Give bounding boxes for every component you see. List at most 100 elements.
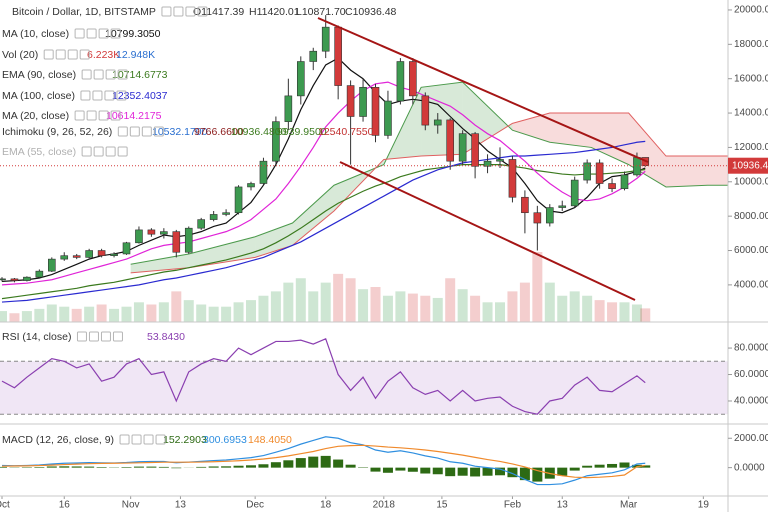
indicator-name: EMA (90, close) xyxy=(2,69,76,81)
candle-body xyxy=(433,119,442,126)
macd-histogram-bar xyxy=(84,466,95,468)
volume-bar xyxy=(221,306,232,322)
volume-bar xyxy=(345,278,356,322)
indicator-value: 12.948K xyxy=(116,49,155,61)
macd-histogram-bar xyxy=(432,467,443,475)
macd-histogram-bar xyxy=(594,464,605,468)
macd-histogram-bar xyxy=(382,467,393,473)
ma-line xyxy=(1,57,646,283)
legend-icon xyxy=(117,69,128,80)
macd-histogram-bar xyxy=(457,467,468,476)
cloud-fill xyxy=(549,113,592,148)
signal-line xyxy=(1,444,646,479)
ohlc-high: H11420.01 xyxy=(249,6,300,18)
volume-bar xyxy=(158,302,169,322)
volume-bar xyxy=(96,304,107,322)
macd-histogram-bar xyxy=(171,467,182,469)
macd-histogram-bar xyxy=(258,464,269,468)
candle-body xyxy=(558,205,567,208)
legend-icon xyxy=(98,28,109,39)
candle-body xyxy=(384,100,392,136)
price-panel xyxy=(0,15,728,322)
candle-body xyxy=(409,61,417,97)
volume-bar xyxy=(482,302,493,322)
x-tick-label: Oct xyxy=(0,500,10,511)
legend-icon xyxy=(105,146,116,157)
y-tick-label: 10000.00 xyxy=(734,176,768,187)
volume-bar xyxy=(133,302,144,322)
y-tick-label: 6000.00 xyxy=(734,245,768,256)
y-tick-label: 20000.00 xyxy=(734,5,768,16)
legend-icon xyxy=(43,49,54,60)
indicator-value: 300.6953 xyxy=(203,434,247,446)
legend-icon xyxy=(86,28,97,39)
volume-bar xyxy=(121,306,132,322)
macd-histogram-bar xyxy=(557,467,568,476)
cloud-fill xyxy=(666,156,708,187)
indicator-value: 10936.4800 xyxy=(231,126,287,138)
candle-body xyxy=(85,250,93,258)
candle-body xyxy=(97,250,106,256)
y-tick-label: 60.0000 xyxy=(734,369,768,380)
macd-histogram-bar xyxy=(607,463,618,468)
volume-bar xyxy=(619,302,630,322)
y-tick-label: 2000.0000 xyxy=(734,433,768,444)
y-tick-label: 40.0000 xyxy=(734,396,768,407)
y-tick-label: 80.0000 xyxy=(734,343,768,354)
rsi-line xyxy=(1,337,646,415)
legend-icon xyxy=(143,434,154,445)
macd-histogram-bar xyxy=(395,467,406,471)
volume-bar xyxy=(607,302,618,322)
ma-line xyxy=(1,81,646,286)
candle-body xyxy=(0,278,6,281)
legend-icon xyxy=(161,6,172,17)
volume-bar xyxy=(395,291,406,322)
candle-body xyxy=(371,86,380,136)
candle-body xyxy=(247,183,255,188)
volume-bar xyxy=(507,291,518,322)
legend-icon xyxy=(86,110,97,121)
time-axis: Oct 16 Nov 13 Dec 18 2018 15 Feb 13 Mar 19 xyxy=(0,496,709,511)
macd-histogram-bar xyxy=(569,467,580,471)
volume-bar xyxy=(9,313,20,322)
macd-histogram-bar xyxy=(495,467,505,476)
volume-bar xyxy=(333,273,344,322)
rsi-panel xyxy=(0,337,728,415)
macd-histogram-bar xyxy=(619,462,630,468)
volume-bar xyxy=(71,308,82,322)
macd-histogram-bar xyxy=(470,467,481,477)
candle-body xyxy=(35,270,44,278)
candle-body xyxy=(496,159,504,162)
macd-histogram-bar xyxy=(482,467,493,476)
volume-bar xyxy=(557,295,568,322)
volume-bar xyxy=(569,291,580,322)
macd-histogram-bar xyxy=(370,467,381,472)
legend-icon xyxy=(105,69,116,80)
macd-histogram-bar xyxy=(519,467,530,481)
volume-bar xyxy=(544,282,555,322)
macd-histogram-bar xyxy=(270,462,281,468)
x-tick-label: 19 xyxy=(698,500,710,511)
candle-body xyxy=(595,162,604,184)
y-tick-label: 4000.00 xyxy=(734,280,768,291)
candle-body xyxy=(608,183,616,189)
x-tick-label: 16 xyxy=(59,500,71,511)
candle-body xyxy=(222,212,230,215)
macd-histogram-bar xyxy=(407,467,418,472)
ohlc-close: C10936.48 xyxy=(345,6,397,18)
legend-icon xyxy=(117,146,128,157)
volume-bar xyxy=(457,289,468,322)
legend-icon xyxy=(88,331,99,342)
candle-body xyxy=(184,227,193,253)
volume-bar xyxy=(233,302,244,322)
candle-body xyxy=(122,242,131,255)
channel-lower xyxy=(339,161,636,301)
candle-body xyxy=(172,231,181,253)
candle-body xyxy=(359,86,367,117)
candle-body xyxy=(483,160,492,167)
volume-bar xyxy=(0,311,7,322)
indicator-name: Ichimoku (9, 26, 52, 26) xyxy=(2,126,112,138)
volume-bar xyxy=(640,308,651,322)
candle-body xyxy=(458,133,467,162)
